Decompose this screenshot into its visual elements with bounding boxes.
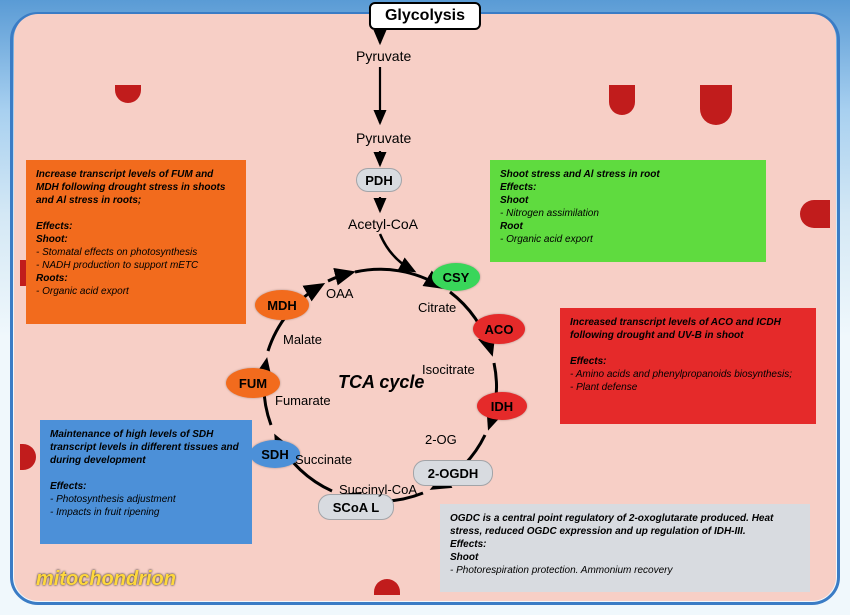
metabolite-isocitrate: Isocitrate (422, 362, 475, 377)
info-box-ogdc: OGDC is a central point regulatory of 2-… (440, 504, 810, 592)
info-label: Effects: (570, 355, 806, 368)
info-label: Shoot (500, 194, 756, 207)
info-label: Effects: (500, 181, 756, 194)
info-text: Maintenance of high levels of SDH transc… (50, 428, 242, 467)
info-text: Increased transcript levels of ACO and I… (570, 316, 806, 342)
info-list-item: Amino acids and phenylpropanoids biosynt… (570, 368, 806, 381)
info-label: Effects: (50, 480, 242, 493)
info-list-item: Nitrogen assimilation (500, 207, 756, 220)
info-list-item: Photosynthesis adjustment (50, 493, 242, 506)
mitochondrion-label: mitochondrion (36, 568, 176, 591)
crista (700, 85, 732, 125)
info-label: Shoot: (36, 233, 236, 246)
metabolite-fumarate: Fumarate (275, 393, 331, 408)
info-list-item: Stomatal effects on photosynthesis (36, 246, 236, 259)
info-text: Shoot stress and Al stress in root (500, 168, 756, 181)
info-list-item: Organic acid export (500, 233, 756, 246)
enzyme-sdh: SDH (250, 440, 300, 468)
enzyme-aco: ACO (473, 314, 525, 344)
info-box-csy: Shoot stress and Al stress in root Effec… (490, 160, 766, 262)
tca-cycle-title: TCA cycle (338, 372, 424, 393)
enzyme-scoal: SCoA L (318, 494, 394, 520)
enzyme-2ogdh: 2-OGDH (413, 460, 493, 486)
metabolite-malate: Malate (283, 332, 322, 347)
crista (609, 85, 635, 115)
info-list-item: NADH production to support mETC (36, 259, 236, 272)
metabolite-succinylcoa: Succinyl-CoA (339, 482, 417, 497)
info-text: Increase transcript levels of FUM and MD… (36, 168, 236, 207)
enzyme-csy: CSY (432, 263, 480, 291)
info-list-item: Impacts in fruit ripening (50, 506, 242, 519)
info-list-item: Photorespiration protection. Ammonium re… (450, 564, 800, 577)
info-list-item: Organic acid export (36, 285, 236, 298)
info-label: Roots: (36, 272, 236, 285)
enzyme-idh: IDH (477, 392, 527, 420)
enzyme-pdh: PDH (356, 168, 402, 192)
entry-arc (346, 230, 426, 288)
info-label: Root (500, 220, 756, 233)
metabolite-acetylcoa: Acetyl-CoA (348, 216, 418, 232)
info-label: Shoot (450, 551, 800, 564)
metabolite-succinate: Succinate (295, 452, 352, 467)
crista (800, 200, 830, 228)
metabolite-pyruvate-in: Pyruvate (356, 130, 411, 146)
glycolysis-box: Glycolysis (369, 2, 481, 30)
info-box-fum-mdh: Increase transcript levels of FUM and MD… (26, 160, 246, 324)
info-label: Effects: (450, 538, 800, 551)
info-label: Effects: (36, 220, 236, 233)
metabolite-oaa: OAA (326, 286, 353, 301)
info-box-aco-idh: Increased transcript levels of ACO and I… (560, 308, 816, 424)
metabolite-pyruvate-out: Pyruvate (356, 48, 411, 64)
info-text: OGDC is a central point regulatory of 2-… (450, 512, 800, 538)
enzyme-mdh: MDH (255, 290, 309, 320)
enzyme-fum: FUM (226, 368, 280, 398)
metabolite-2og: 2-OG (425, 432, 457, 447)
info-box-sdh: Maintenance of high levels of SDH transc… (40, 420, 252, 544)
info-list-item: Plant defense (570, 381, 806, 394)
metabolite-citrate: Citrate (418, 300, 456, 315)
